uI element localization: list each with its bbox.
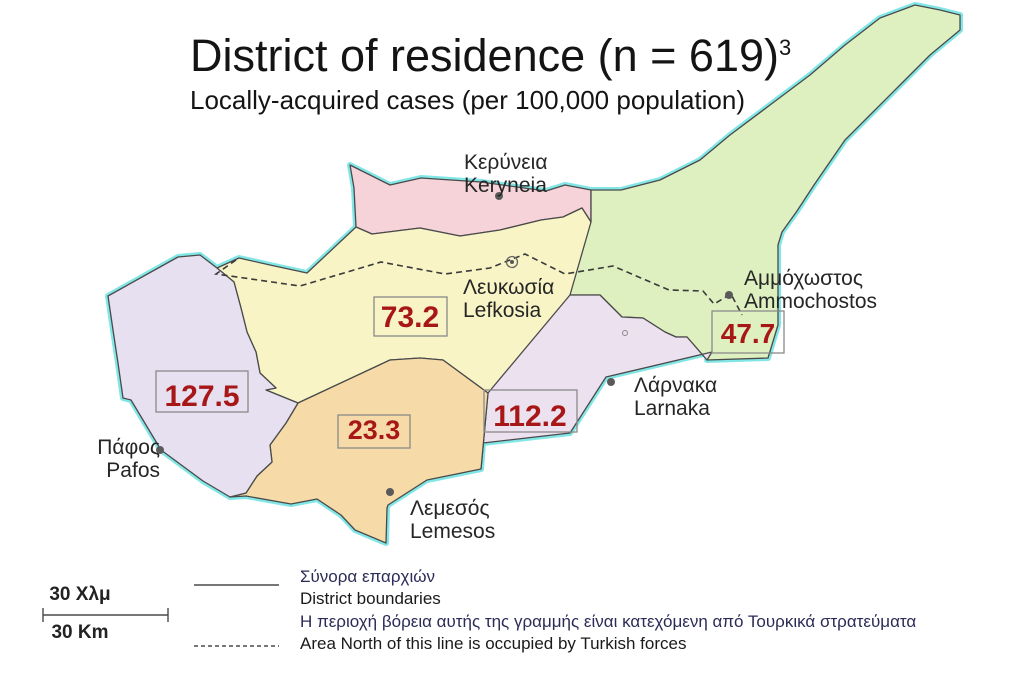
svg-text:Λάρνακα: Λάρνακα xyxy=(634,374,717,397)
svg-text:Lefkosia: Lefkosia xyxy=(463,299,542,322)
svg-text:127.5: 127.5 xyxy=(164,380,239,413)
svg-text:Πάφος: Πάφος xyxy=(97,436,160,459)
svg-text:73.2: 73.2 xyxy=(381,301,439,334)
svg-text:Αμμόχωστος: Αμμόχωστος xyxy=(744,267,863,290)
svg-text:Pafos: Pafos xyxy=(106,459,160,482)
svg-text:Λευκωσία: Λευκωσία xyxy=(463,276,554,299)
svg-text:Λεμεσός: Λεμεσός xyxy=(410,497,490,520)
svg-text:Ammochostos: Ammochostos xyxy=(744,290,877,313)
svg-text:Σύνορα επαρχιών: Σύνορα επαρχιών xyxy=(300,567,435,586)
svg-text:District boundaries: District boundaries xyxy=(300,589,441,608)
svg-text:Area North of this line is occ: Area North of this line is occupied by T… xyxy=(300,634,686,653)
svg-text:112.2: 112.2 xyxy=(493,400,566,433)
svg-text:Η περιοχή βόρεια αυτής της γρα: Η περιοχή βόρεια αυτής της γραμμής είναι… xyxy=(300,612,916,631)
svg-text:Lemesos: Lemesos xyxy=(410,520,495,543)
svg-text:30 Km: 30 Km xyxy=(51,622,108,643)
svg-text:Larnaka: Larnaka xyxy=(634,397,710,420)
svg-text:Keryneia: Keryneia xyxy=(464,174,547,197)
svg-text:23.3: 23.3 xyxy=(348,415,401,445)
svg-text:47.7: 47.7 xyxy=(721,318,776,349)
svg-text:Κερύνεια: Κερύνεια xyxy=(464,151,547,174)
svg-text:30 Χλμ: 30 Χλμ xyxy=(49,584,110,605)
